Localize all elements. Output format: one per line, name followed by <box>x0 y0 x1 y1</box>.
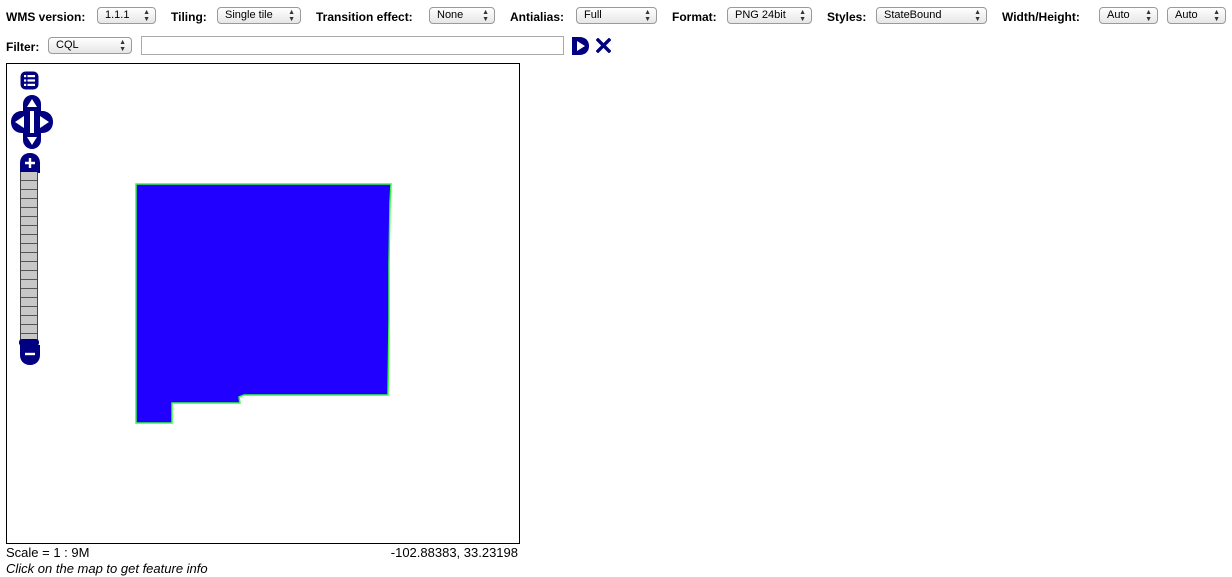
wms-version-label: WMS version: <box>6 10 86 24</box>
select-arrows-icon: ▲ ▼ <box>1213 9 1220 23</box>
filter-row: Filter: CQL ▲ ▼ <box>0 34 1232 58</box>
filter-type-select[interactable]: CQL ▲ ▼ <box>48 37 132 54</box>
select-arrows-icon: ▲ ▼ <box>974 9 981 23</box>
mouse-coordinates: -102.88383, 33.23198 <box>390 545 518 560</box>
height-value: Auto <box>1175 9 1198 21</box>
width-value: Auto <box>1107 9 1130 21</box>
tiling-value: Single tile <box>225 9 273 21</box>
zoom-slider-handle[interactable] <box>19 339 39 346</box>
antialias-label: Antialias: <box>510 10 565 24</box>
format-value: PNG 24bit <box>735 9 786 21</box>
styles-value: StateBound <box>884 9 942 21</box>
pan-arrows-icon[interactable] <box>11 95 53 149</box>
transition-effect-label: Transition effect: <box>316 10 413 24</box>
wms-version-select[interactable]: 1.1.1 ▲ ▼ <box>97 7 156 24</box>
transition-effect-value: None <box>437 9 464 21</box>
select-arrows-icon: ▲ ▼ <box>1145 9 1152 23</box>
styles-select[interactable]: StateBound ▲ ▼ <box>876 7 987 24</box>
zoom-in-icon[interactable] <box>20 153 40 173</box>
layer-switcher-icon[interactable] <box>20 71 39 90</box>
wms-version-value: 1.1.1 <box>105 9 130 21</box>
antialias-select[interactable]: Full ▲ ▼ <box>576 7 657 24</box>
select-arrows-icon: ▲ ▼ <box>799 9 806 23</box>
state-polygon[interactable] <box>7 64 519 543</box>
toolbar: WMS version: 1.1.1 ▲ ▼ Tiling: Single til… <box>0 0 1232 32</box>
select-arrows-icon: ▲ ▼ <box>482 9 489 23</box>
select-arrows-icon: ▲ ▼ <box>288 9 295 23</box>
zoom-out-icon[interactable] <box>20 345 40 365</box>
select-arrows-icon: ▲ ▼ <box>119 39 126 53</box>
play-icon[interactable] <box>570 36 590 56</box>
format-label: Format: <box>672 10 717 24</box>
map-viewport[interactable] <box>6 63 520 544</box>
height-select[interactable]: Auto ▲ ▼ <box>1167 7 1226 24</box>
width-height-label: Width/Height: <box>1002 10 1080 24</box>
tiling-label: Tiling: <box>171 10 207 24</box>
feature-info-hint: Click on the map to get feature info <box>6 561 208 576</box>
zoom-bar[interactable] <box>20 172 38 342</box>
antialias-value: Full <box>584 9 602 21</box>
filter-input[interactable] <box>141 36 564 55</box>
close-icon[interactable] <box>596 38 611 53</box>
transition-effect-select[interactable]: None ▲ ▼ <box>429 7 495 24</box>
tiling-select[interactable]: Single tile ▲ ▼ <box>217 7 301 24</box>
select-arrows-icon: ▲ ▼ <box>644 9 651 23</box>
scale-text: Scale = 1 : 9M <box>6 545 90 560</box>
select-arrows-icon: ▲ ▼ <box>143 9 150 23</box>
filter-type-value: CQL <box>56 39 79 51</box>
styles-label: Styles: <box>827 10 867 24</box>
filter-label: Filter: <box>6 40 40 54</box>
format-select[interactable]: PNG 24bit ▲ ▼ <box>727 7 812 24</box>
width-select[interactable]: Auto ▲ ▼ <box>1099 7 1158 24</box>
